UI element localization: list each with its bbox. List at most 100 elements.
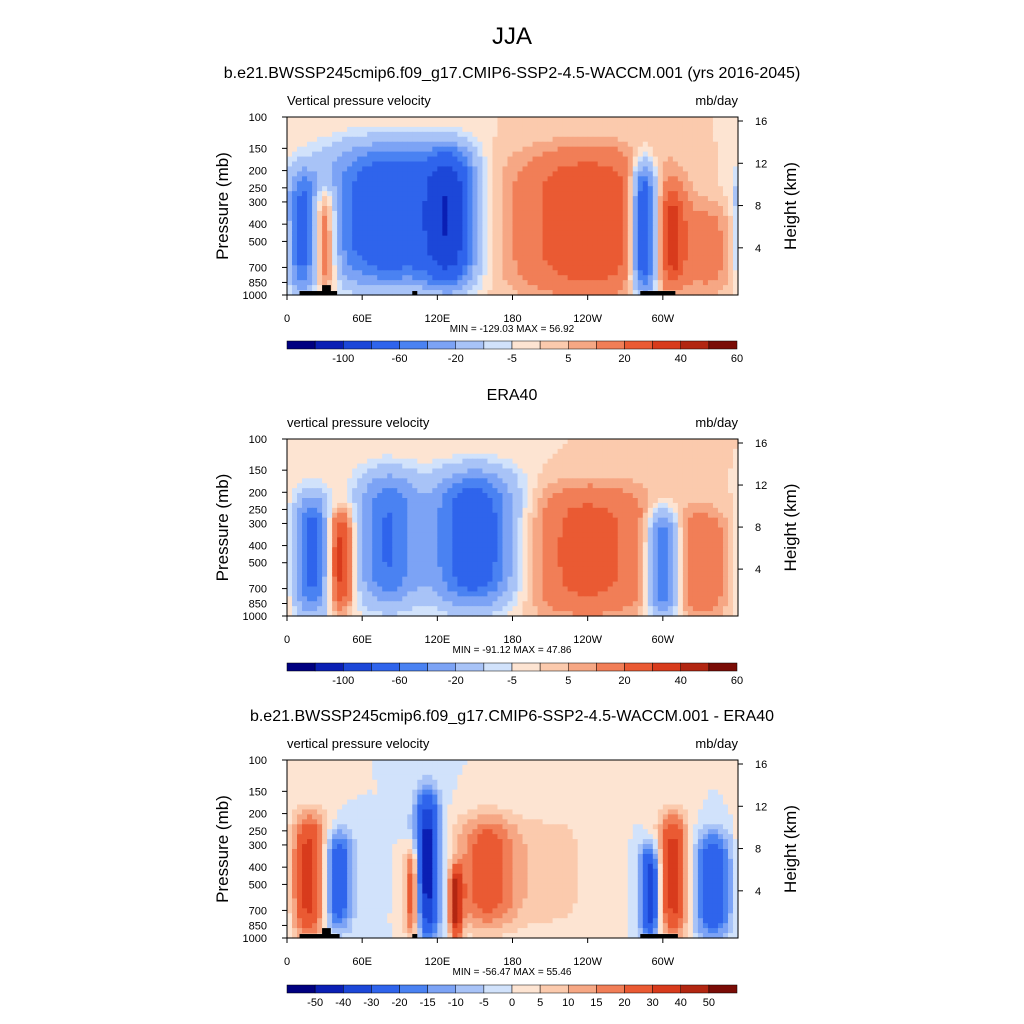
field-cell [382, 439, 388, 445]
field-cell [552, 517, 559, 524]
field-cell [692, 280, 699, 286]
field-cell [292, 439, 298, 445]
field-cell [337, 270, 343, 276]
colorbar-label: 5 [565, 353, 571, 365]
field-cell [672, 260, 679, 266]
field-cell [662, 141, 669, 148]
field-cell [707, 235, 714, 242]
field-cell [307, 502, 313, 509]
field-cell [717, 255, 724, 261]
field-cell [422, 117, 428, 123]
field-cell [637, 260, 644, 266]
field-cell [327, 260, 333, 266]
field-cell [347, 255, 353, 261]
field-cell [682, 522, 689, 529]
field-cell [612, 215, 619, 222]
field-cell [382, 250, 388, 257]
field-cell [542, 176, 549, 182]
field-cell [642, 240, 649, 247]
field-cell [577, 201, 584, 207]
field-cell [292, 161, 298, 168]
field-cell [312, 473, 318, 479]
field-cell [732, 126, 739, 133]
field-cell [352, 171, 358, 177]
field-cell [497, 156, 504, 163]
field-cell [327, 235, 333, 242]
field-cell [442, 196, 448, 202]
field-cell [727, 196, 734, 202]
field-cell [547, 502, 554, 509]
field-cell [517, 141, 524, 148]
field-cell [357, 121, 363, 128]
field-cell [382, 275, 388, 281]
field-cell [437, 439, 443, 445]
field-cell [327, 196, 333, 202]
field-cell [447, 275, 453, 281]
field-cell [552, 453, 559, 460]
field-cell [627, 255, 634, 261]
field-cell [722, 443, 729, 450]
field-cell [542, 448, 549, 455]
field-cell [617, 146, 624, 153]
field-cell [622, 136, 629, 143]
field-cell [572, 493, 579, 499]
field-cell [302, 151, 308, 158]
field-cell [292, 201, 298, 207]
field-cell [592, 126, 599, 133]
field-cell [652, 176, 659, 182]
field-cell [567, 522, 574, 529]
field-cell [462, 186, 468, 192]
field-cell [577, 512, 584, 519]
field-cell [577, 250, 584, 257]
field-cell [307, 181, 313, 187]
field-cell [462, 483, 468, 489]
field-cell [437, 478, 443, 484]
field-cell [582, 517, 589, 524]
field-cell [697, 156, 704, 163]
field-cell [622, 285, 629, 291]
field-cell [522, 507, 529, 514]
field-cell [632, 186, 639, 192]
field-cell [617, 448, 624, 455]
field-cell [382, 220, 388, 227]
field-cell [487, 270, 494, 276]
y2-tick-label: 12 [755, 158, 767, 170]
field-cell [417, 488, 423, 494]
field-cell [682, 488, 689, 494]
field-cell [717, 502, 724, 509]
field-cell [667, 443, 674, 450]
field-cell [537, 181, 544, 187]
field-cell [292, 458, 298, 465]
field-cell [457, 240, 463, 247]
field-cell [452, 151, 458, 158]
field-cell [627, 121, 634, 128]
field-cell [657, 166, 664, 172]
field-cell [702, 206, 709, 212]
field-cell [552, 458, 559, 465]
field-cell [527, 126, 534, 133]
field-cell [572, 235, 579, 242]
field-cell [322, 448, 328, 455]
field-cell [427, 196, 433, 202]
field-cell [637, 458, 644, 465]
field-cell [607, 171, 614, 177]
field-cell [607, 255, 614, 261]
field-cell [677, 186, 684, 192]
field-cell [432, 522, 438, 529]
field-cell [687, 473, 694, 479]
field-cell [372, 166, 378, 172]
field-cell [347, 181, 353, 187]
field-cell [687, 181, 694, 187]
field-cell [297, 220, 303, 227]
field-cell [347, 439, 353, 445]
field-cell [522, 502, 529, 509]
field-cell [637, 196, 644, 202]
field-cell [317, 210, 323, 217]
field-cell [567, 206, 574, 212]
field-cell [372, 210, 378, 217]
field-cell [607, 121, 614, 128]
field-cell [527, 458, 534, 465]
field-cell [507, 206, 514, 212]
field-cell [677, 473, 684, 479]
field-cell [482, 121, 489, 128]
